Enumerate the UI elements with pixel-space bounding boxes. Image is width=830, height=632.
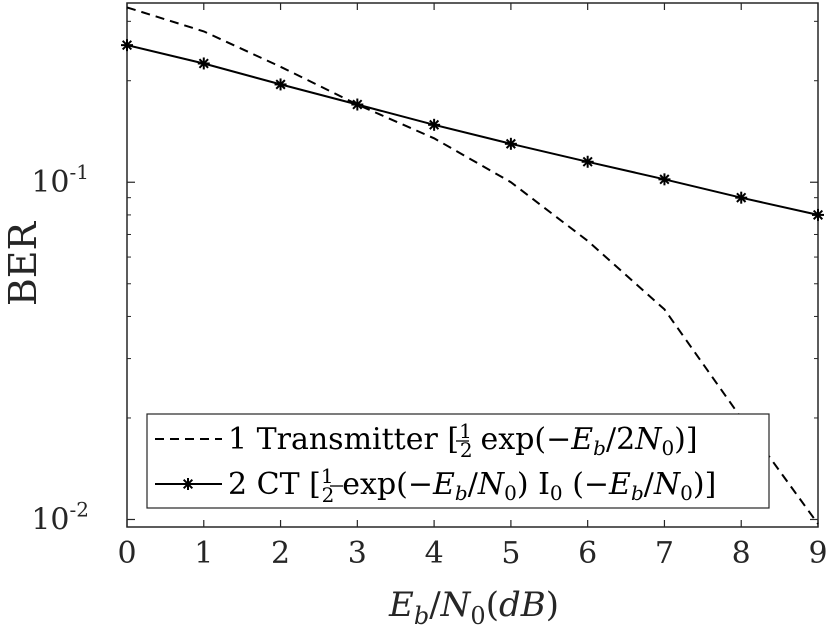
marker-stroke (659, 174, 670, 185)
data-point-marker (274, 78, 287, 91)
series-line-1-transmitter (126, 6, 819, 525)
data-point-marker (428, 118, 441, 131)
x-tick-label: 2 (271, 536, 290, 571)
marker-stroke (582, 156, 593, 167)
series-group (121, 6, 824, 525)
marker-stroke (736, 192, 747, 203)
x-tick-label: 1 (194, 536, 213, 571)
x-tick-label: 0 (117, 536, 136, 571)
plot-frame (126, 2, 819, 528)
y-axis-label: BER (1, 220, 45, 306)
legend: 1 Transmitter [1 2 exp(−Eb/2N0)] 2 CT [1 2 e… (146, 413, 770, 509)
marker-stroke (352, 99, 363, 110)
legend-entry-1: 1 Transmitter [1 2 exp(−Eb/2N0)] (228, 419, 698, 462)
y-tick-label: 10-1 (31, 160, 89, 200)
marker-stroke (429, 119, 440, 130)
data-point-marker (812, 208, 824, 221)
x-axis-label: Eb/N0(dB) (388, 585, 559, 630)
data-point-marker (658, 173, 671, 186)
series-line-2-ct (126, 44, 819, 216)
data-point-marker (351, 98, 364, 111)
data-point-marker (504, 137, 517, 150)
x-tick-label: 9 (808, 536, 827, 571)
legend-swatch-marker (182, 478, 194, 490)
data-point-marker (735, 191, 748, 204)
x-tick-label: 4 (425, 536, 444, 571)
marker-stroke (812, 209, 824, 220)
marker-stroke (121, 40, 133, 51)
marker-stroke (505, 138, 516, 149)
data-point-marker (581, 155, 594, 168)
marker-stroke (275, 79, 286, 90)
x-tick-label: 6 (578, 536, 597, 571)
data-point-marker (121, 39, 133, 52)
marker-stroke (182, 478, 194, 490)
legend-box (146, 413, 770, 509)
y-tick-label: 10-2 (31, 497, 89, 537)
x-tick-label: 5 (501, 536, 520, 571)
data-point-marker (197, 57, 210, 70)
x-tick-label: 3 (348, 536, 367, 571)
x-tick-label: 7 (655, 536, 674, 571)
marker-stroke (198, 58, 209, 69)
x-tick-label: 8 (732, 536, 751, 571)
legend-entry-2: 2 CT [1 2 exp(−Eb/N0) I0 (−Eb/N0)] (228, 464, 716, 507)
x-ticks: 0 1 2 3 4 5 6 7 8 9 (117, 3, 828, 571)
